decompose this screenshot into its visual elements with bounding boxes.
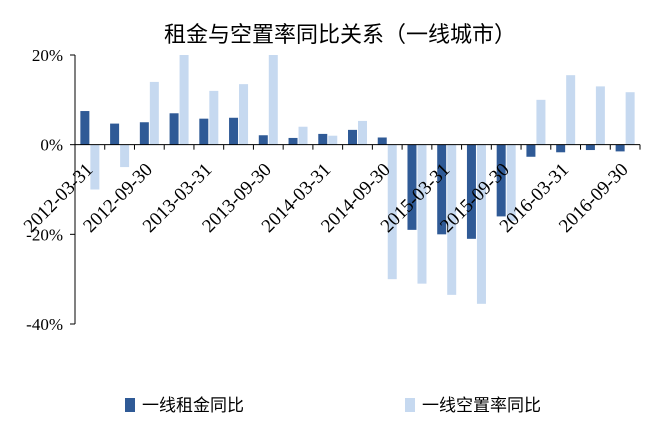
- legend-swatch-rent: [125, 398, 135, 412]
- chart-title: 租金与空置率同比关系（一线城市）: [164, 23, 516, 48]
- bar-rent: [377, 137, 387, 145]
- y-axis-ticks: 20% 0% -20% -40%: [26, 46, 75, 334]
- bar-rent: [526, 144, 536, 157]
- bars: [80, 55, 635, 304]
- bar-vacancy: [90, 144, 100, 190]
- bar-vacancy: [506, 144, 516, 221]
- bar-vacancy: [476, 144, 486, 304]
- bar-rent: [258, 135, 268, 145]
- bar-rent: [615, 144, 625, 152]
- y-tick-label: 0%: [40, 136, 63, 155]
- y-tick-label: -20%: [26, 225, 63, 244]
- x-axis-ticks: 2012-03-312012-09-302013-03-312013-09-30…: [20, 144, 641, 237]
- bar-vacancy: [595, 86, 605, 145]
- bar-vacancy: [120, 144, 130, 168]
- bar-rent: [348, 129, 357, 145]
- bar-rent: [229, 117, 239, 145]
- bar-rent: [585, 144, 595, 151]
- bar-rent: [556, 144, 566, 153]
- bar-rent: [169, 113, 179, 145]
- bar-vacancy: [298, 126, 308, 145]
- bar-vacancy: [239, 84, 249, 145]
- bar-vacancy: [328, 135, 338, 145]
- bar-rent: [407, 144, 417, 230]
- legend-label-vacancy: 一线空置率同比: [422, 396, 541, 416]
- legend-swatch-vacancy: [405, 398, 415, 412]
- bar-rent: [496, 144, 506, 217]
- bar-vacancy: [625, 92, 635, 145]
- bar-vacancy: [387, 144, 397, 280]
- legend: 一线租金同比 一线空置率同比: [125, 396, 541, 416]
- legend-label-rent: 一线租金同比: [142, 396, 244, 416]
- y-tick-label: -40%: [26, 315, 63, 334]
- bar-vacancy: [447, 144, 457, 295]
- bar-vacancy: [209, 90, 219, 145]
- bar-rent: [437, 144, 447, 235]
- bar-vacancy: [149, 81, 159, 145]
- bar-rent: [288, 137, 298, 145]
- y-tick-label: 20%: [32, 46, 63, 65]
- bar-rent: [110, 123, 120, 145]
- bar-rent: [80, 111, 90, 145]
- bar-vacancy: [268, 55, 278, 145]
- bar-vacancy: [536, 99, 546, 145]
- bar-rent: [199, 118, 209, 145]
- bar-rent: [139, 122, 149, 145]
- bar-vacancy: [358, 120, 367, 145]
- bar-vacancy: [179, 55, 189, 145]
- bar-vacancy: [417, 144, 427, 284]
- bar-rent: [466, 144, 476, 239]
- bar-rent: [318, 133, 328, 145]
- bar-vacancy: [566, 75, 576, 145]
